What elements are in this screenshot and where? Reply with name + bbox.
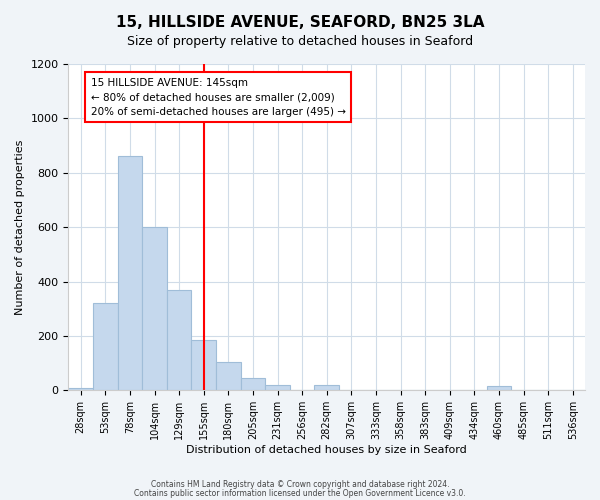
Bar — [191, 340, 216, 390]
Bar — [241, 378, 265, 390]
Bar — [167, 290, 191, 390]
Text: 15 HILLSIDE AVENUE: 145sqm
← 80% of detached houses are smaller (2,009)
20% of s: 15 HILLSIDE AVENUE: 145sqm ← 80% of deta… — [91, 78, 346, 117]
Text: Contains public sector information licensed under the Open Government Licence v3: Contains public sector information licen… — [134, 488, 466, 498]
Text: Size of property relative to detached houses in Seaford: Size of property relative to detached ho… — [127, 35, 473, 48]
Bar — [68, 388, 93, 390]
Text: Contains HM Land Registry data © Crown copyright and database right 2024.: Contains HM Land Registry data © Crown c… — [151, 480, 449, 489]
Bar — [487, 386, 511, 390]
Bar — [142, 227, 167, 390]
Bar — [118, 156, 142, 390]
Bar — [265, 385, 290, 390]
Bar — [216, 362, 241, 390]
Y-axis label: Number of detached properties: Number of detached properties — [15, 140, 25, 315]
Bar — [93, 304, 118, 390]
Text: 15, HILLSIDE AVENUE, SEAFORD, BN25 3LA: 15, HILLSIDE AVENUE, SEAFORD, BN25 3LA — [116, 15, 484, 30]
Bar — [314, 385, 339, 390]
X-axis label: Distribution of detached houses by size in Seaford: Distribution of detached houses by size … — [187, 445, 467, 455]
